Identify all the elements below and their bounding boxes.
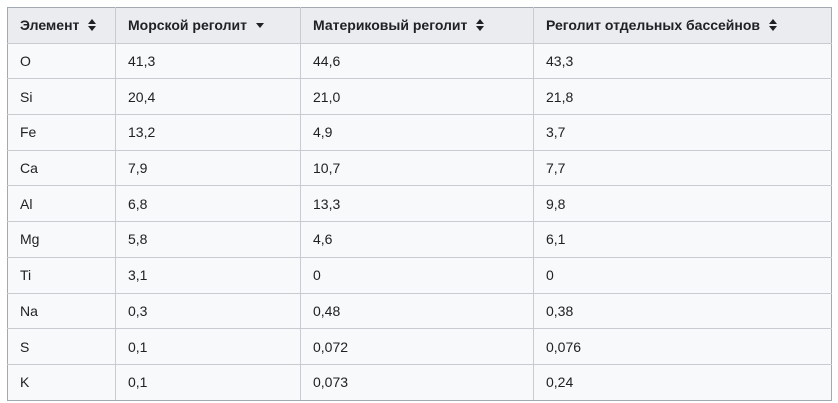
table-header: Элемент Морской реголит Материковый реголи… <box>7 7 832 44</box>
value-cell: 0,3 <box>115 292 301 330</box>
value-cell: 41,3 <box>115 42 301 80</box>
value-cell: 21,8 <box>533 78 832 116</box>
value-cell: 13,3 <box>300 185 534 223</box>
column-header-label: Материковый реголит <box>313 17 468 34</box>
column-header-inner: Реголит отдельных бассейнов <box>546 17 778 34</box>
sort-both-icon <box>476 19 485 32</box>
header-row: Элемент Морской реголит Материковый реголи… <box>7 7 832 44</box>
value-cell: 44,6 <box>300 42 534 80</box>
column-header-label: Элемент <box>20 17 80 34</box>
value-cell: 7,9 <box>115 149 301 187</box>
table-row: Ca 7,9 10,7 7,7 <box>7 149 832 187</box>
value-cell: 3,1 <box>115 256 301 294</box>
value-cell: 6,1 <box>533 221 832 258</box>
table-row: S 0,1 0,072 0,076 <box>7 328 832 365</box>
element-cell: Ca <box>7 149 116 187</box>
value-cell: 4,6 <box>300 221 534 258</box>
table-row: Ti 3,1 0 0 <box>7 256 832 294</box>
element-cell: S <box>7 328 116 365</box>
value-cell: 0,073 <box>300 363 534 401</box>
sort-both-icon <box>88 19 97 32</box>
value-cell: 9,8 <box>533 185 832 223</box>
element-cell: K <box>7 363 116 401</box>
value-cell: 0,072 <box>300 328 534 365</box>
value-cell: 7,7 <box>533 149 832 187</box>
table-row: Mg 5,8 4,6 6,1 <box>7 221 832 258</box>
column-header-inner: Морской реголит <box>128 17 264 33</box>
value-cell: 43,3 <box>533 42 832 80</box>
element-cell: Si <box>7 78 116 116</box>
value-cell: 4,9 <box>300 114 534 151</box>
column-header-3[interactable]: Материковый реголит <box>300 7 534 44</box>
value-cell: 0,076 <box>533 328 832 365</box>
element-cell: Al <box>7 185 116 223</box>
table-row: Fe 13,2 4,9 3,7 <box>7 114 832 151</box>
value-cell: 0 <box>300 256 534 294</box>
value-cell: 10,7 <box>300 149 534 187</box>
value-cell: 3,7 <box>533 114 832 151</box>
column-header-4[interactable]: Реголит отдельных бассейнов <box>533 7 832 44</box>
table-row: Si 20,4 21,0 21,8 <box>7 78 832 116</box>
value-cell: 0 <box>533 256 832 294</box>
column-header-2[interactable]: Морской реголит <box>115 7 301 44</box>
sort-descending-icon <box>255 22 264 28</box>
value-cell: 6,8 <box>115 185 301 223</box>
value-cell: 0,38 <box>533 292 832 330</box>
column-header-inner: Материковый реголит <box>313 17 485 34</box>
column-header-inner: Элемент <box>20 17 97 34</box>
value-cell: 0,48 <box>300 292 534 330</box>
table-body: O 41,3 44,6 43,3 Si 20,4 21,0 21,8 Fe 13,2 4,9 3,7 C… <box>7 42 832 401</box>
table-row: Al 6,8 13,3 9,8 <box>7 185 832 223</box>
table-row: O 41,3 44,6 43,3 <box>7 42 832 80</box>
value-cell: 5,8 <box>115 221 301 258</box>
element-cell: Na <box>7 292 116 330</box>
sort-both-icon <box>769 19 778 32</box>
value-cell: 21,0 <box>300 78 534 116</box>
value-cell: 20,4 <box>115 78 301 116</box>
column-header-label: Морской реголит <box>128 17 247 34</box>
column-header-1[interactable]: Элемент <box>7 7 116 44</box>
element-cell: O <box>7 42 116 80</box>
element-cell: Mg <box>7 221 116 258</box>
column-header-label: Реголит отдельных бассейнов <box>546 17 761 34</box>
value-cell: 13,2 <box>115 114 301 151</box>
table-row: K 0,1 0,073 0,24 <box>7 363 832 401</box>
regolith-composition-table: Элемент Морской реголит Материковый реголи… <box>7 7 832 401</box>
value-cell: 0,1 <box>115 328 301 365</box>
element-cell: Ti <box>7 256 116 294</box>
element-cell: Fe <box>7 114 116 151</box>
value-cell: 0,1 <box>115 363 301 401</box>
table-row: Na 0,3 0,48 0,38 <box>7 292 832 330</box>
value-cell: 0,24 <box>533 363 832 401</box>
